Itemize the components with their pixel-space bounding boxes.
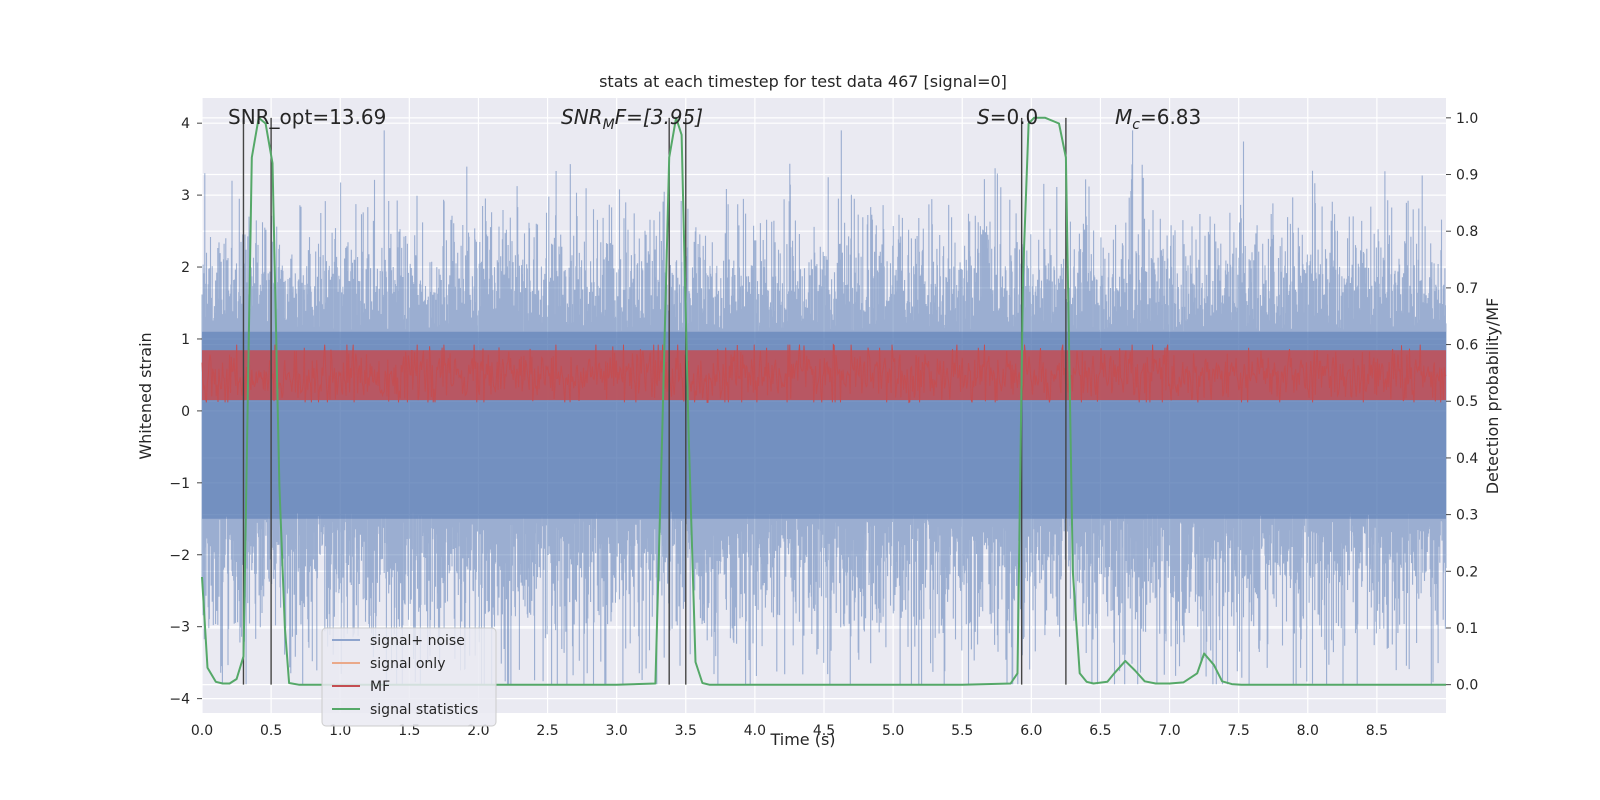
legend-label-signal-only: signal only [370,656,445,672]
annotation-snr-mf-sub: M [603,117,615,133]
x-tick-label: 3.5 [675,723,697,739]
x-tick-label: 1.5 [398,723,420,739]
chart-title: stats at each timestep for test data 467… [599,72,1007,91]
y-tick-label: −1 [169,476,190,492]
annotation-snr-mf-rest: F=[3.95] [615,105,703,129]
annotation-snr-opt: SNR_opt=13.69 [228,105,386,129]
y-tick-label: 4 [181,116,190,132]
legend-label-signal-noise: signal+ noise [370,633,465,649]
right-y-axis-label: Detection probability/MF [1483,298,1502,495]
mf-series [201,343,1447,404]
annotation-mc-sub: c [1132,117,1140,133]
y-tick-label: 3 [181,188,190,204]
signal-statistics-line [201,116,1446,686]
right-y-tick-label: 0.1 [1456,621,1478,637]
x-tick-label: 2.5 [536,723,558,739]
right-y-tick-label: 0.5 [1456,394,1478,410]
right-y-tick-label: 0.0 [1456,678,1478,694]
right-y-tick-label: 0.3 [1456,508,1478,524]
x-axis-ticks: 0.0 0.5 1.0 1.5 2.0 2.5 3.0 3.5 4.0 4.5 5.0 5.5 6.0 6… [191,723,1388,739]
right-y-tick-label: 0.7 [1456,281,1478,297]
x-tick-label: 4.0 [744,723,766,739]
y-tick-label: 2 [181,260,190,276]
y-tick-label: 1 [181,332,190,348]
y-tick-label: 0 [181,404,190,420]
y-axis-ticks: 4 3 2 1 0 −1 −2 −3 −4 [169,116,202,708]
annotation-snr-mf: SNRMF=[3.95] [561,105,703,133]
annotation-s-main: S [977,105,990,129]
mf-trace [201,343,1447,404]
x-axis-label: Time (s) [769,730,835,749]
x-tick-label: 5.5 [951,723,973,739]
annotation-mc-main: M [1115,105,1132,129]
x-tick-label: 6.0 [1020,723,1042,739]
x-tick-label: 0.0 [191,723,213,739]
annotation-s-rest: =0.0 [990,105,1039,129]
x-tick-label: 6.5 [1089,723,1111,739]
annotation-mc: Mc=6.83 [1115,105,1201,133]
x-tick-label: 7.0 [1158,723,1180,739]
x-tick-label: 4.5 [813,723,835,739]
right-y-axis-ticks: 1.0 0.9 0.8 0.7 0.6 0.5 0.4 0.3 0.2 0.1 0.0 [1446,111,1478,694]
right-y-tick-label: 0.4 [1456,451,1478,467]
y-tick-label: −3 [169,620,190,636]
annotation-s: S=0.0 [977,105,1038,129]
legend-label-signal-statistics: signal statistics [370,702,478,718]
x-tick-label: 5.0 [882,723,904,739]
x-tick-label: 3.0 [606,723,628,739]
legend-label-mf: MF [370,679,390,695]
x-tick-label: 7.5 [1228,723,1250,739]
legend: signal+ noise signal only MF signal stat… [321,627,497,727]
y-tick-label: −4 [169,692,190,708]
y-axis-label: Whitened strain [136,332,155,459]
x-tick-label: 2.0 [467,723,489,739]
annotation-snr-mf-main: SNR [561,105,603,129]
legend-box [321,627,497,727]
x-tick-label: 8.5 [1366,723,1388,739]
right-y-tick-label: 0.9 [1456,168,1478,184]
x-tick-label: 1.0 [329,723,351,739]
right-y-tick-label: 1.0 [1456,111,1478,127]
right-y-tick-label: 0.2 [1456,564,1478,580]
right-y-tick-label: 0.8 [1456,224,1478,240]
annotation-mc-rest: =6.83 [1140,105,1201,129]
signal-statistics-series [201,116,1446,686]
y-tick-label: −2 [169,548,190,564]
x-tick-label: 8.0 [1297,723,1319,739]
right-y-tick-label: 0.6 [1456,338,1478,354]
x-tick-label: 0.5 [260,723,282,739]
